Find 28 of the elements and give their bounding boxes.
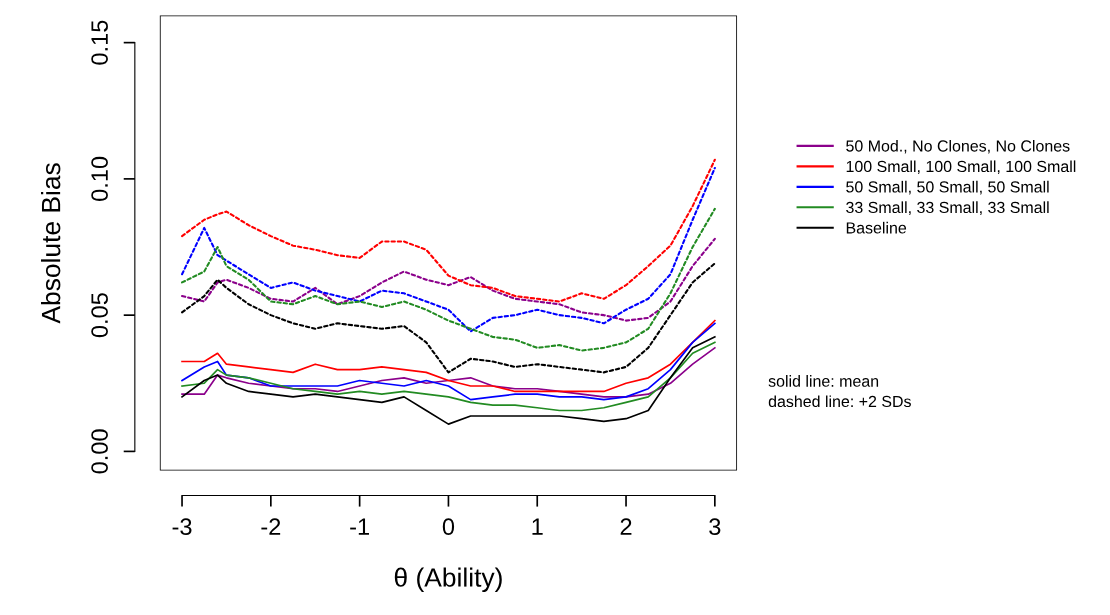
line-series <box>181 158 716 303</box>
x-axis-title: θ (Ability) <box>394 567 502 593</box>
x-tick-label: 1 <box>532 518 543 535</box>
line-series <box>181 166 716 333</box>
legend-label: Baseline <box>846 221 907 234</box>
y-tick-label: 0.05 <box>91 293 108 338</box>
text: solid line: mean <box>768 375 879 387</box>
x-tick-label: 3 <box>709 518 721 536</box>
line-series <box>181 347 716 398</box>
legend-label: 50 Mod., No Clones, No Clones <box>846 139 1070 154</box>
line-series <box>181 336 716 425</box>
line-series <box>181 262 716 374</box>
y-tick-label: 0.10 <box>91 156 108 201</box>
x-tick-label: 2 <box>620 518 632 535</box>
line-series <box>181 341 716 412</box>
x-tick-label: -1 <box>350 518 369 535</box>
x-tick-label: -2 <box>261 518 281 535</box>
y-tick-label: 0.15 <box>91 20 108 65</box>
legend-label: 50 Small, 50 Small, 50 Small <box>846 180 1049 195</box>
x-tick-label: 0 <box>442 518 455 536</box>
y-axis-title: Absolute Bias <box>41 163 61 324</box>
legend-label: 33 Small, 33 Small, 33 Small <box>846 201 1049 215</box>
line-series <box>181 207 716 352</box>
x-tick-label: -3 <box>172 518 192 536</box>
legend-label: 100 Small, 100 Small, 100 Small <box>846 160 1076 175</box>
line-series <box>181 237 716 322</box>
text: dashed line: +2 SDs <box>768 395 911 408</box>
y-tick-label: 0.00 <box>91 429 108 474</box>
